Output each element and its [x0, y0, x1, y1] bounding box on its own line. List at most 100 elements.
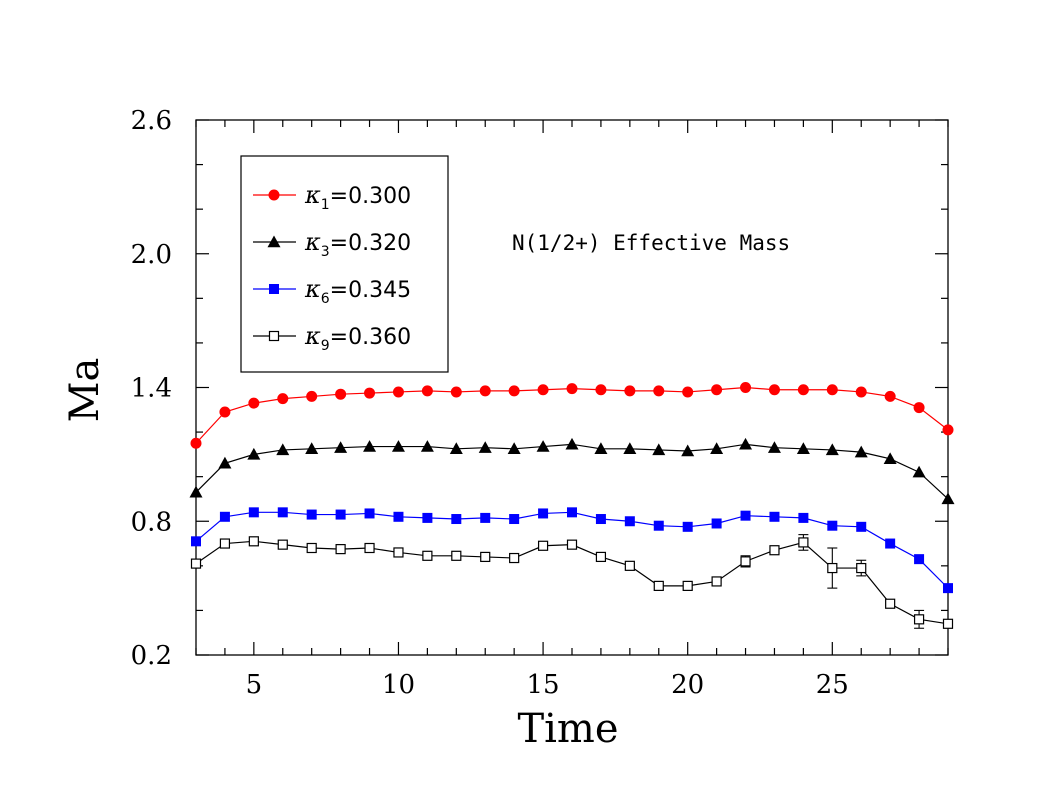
x-tick-label: 20	[671, 670, 704, 700]
legend-subscript: 6	[321, 291, 330, 307]
data-point	[509, 514, 520, 525]
legend-marker	[267, 235, 281, 248]
data-point	[507, 442, 521, 455]
data-point	[508, 385, 520, 397]
y-tick-label: 1.4	[131, 374, 172, 404]
legend-marker	[268, 189, 280, 201]
data-point	[942, 618, 954, 629]
x-tick-label: 5	[246, 670, 263, 700]
data-point	[335, 388, 347, 400]
legend-label: κ1=0.300	[304, 181, 411, 213]
data-point	[451, 550, 462, 561]
data-point	[219, 511, 230, 522]
data-point	[189, 485, 203, 498]
data-point	[825, 443, 839, 456]
data-point	[594, 442, 608, 455]
data-point	[335, 509, 346, 520]
data-point	[247, 447, 261, 460]
data-point	[913, 402, 925, 414]
legend-symbol: κ	[304, 275, 321, 303]
legend-subscript: 3	[321, 244, 330, 260]
data-point	[364, 542, 375, 554]
data-point	[740, 556, 751, 567]
data-point	[191, 536, 201, 547]
data-point	[537, 540, 549, 551]
data-point	[538, 508, 549, 519]
legend-subscript: 9	[321, 338, 330, 354]
data-point	[305, 442, 319, 455]
data-point	[768, 384, 780, 396]
data-point	[537, 384, 549, 396]
data-point	[595, 551, 607, 563]
chart-annotation: N(1/2+) Effective Mass	[512, 231, 790, 255]
data-point	[363, 440, 377, 452]
legend-marker	[268, 330, 280, 342]
y-tick-label: 2.6	[131, 106, 172, 136]
data-point	[392, 386, 404, 398]
data-point	[393, 547, 404, 558]
data-point	[595, 514, 606, 525]
data-point	[422, 550, 433, 561]
data-point	[740, 382, 752, 393]
data-point	[219, 538, 231, 549]
x-tick-label: 15	[527, 670, 560, 700]
data-point	[566, 539, 578, 550]
data-point	[277, 507, 288, 518]
legend-value: =0.320	[330, 231, 411, 256]
x-axis-title: Time	[517, 706, 618, 752]
data-point	[682, 521, 693, 532]
data-point	[856, 521, 867, 532]
data-point	[798, 537, 809, 548]
data-point	[306, 390, 318, 402]
legend-value: =0.360	[330, 325, 411, 350]
data-point	[914, 554, 925, 565]
data-point	[682, 580, 693, 591]
data-point	[711, 518, 722, 529]
x-tick-label: 25	[816, 670, 849, 700]
legend-label: κ9=0.360	[304, 322, 411, 354]
data-point	[450, 386, 462, 398]
data-point	[883, 452, 897, 465]
data-point	[595, 384, 607, 396]
data-point	[306, 509, 317, 520]
data-point	[942, 424, 954, 436]
data-point	[885, 538, 896, 549]
data-point	[798, 512, 809, 523]
data-point	[767, 441, 781, 453]
series-line	[195, 540, 949, 625]
data-point	[653, 580, 664, 591]
data-point	[826, 384, 838, 396]
x-tick-label: 10	[382, 670, 415, 700]
y-tick-label: 0.8	[131, 507, 172, 537]
data-point	[451, 514, 462, 525]
data-point	[277, 393, 289, 405]
data-point	[480, 551, 491, 563]
data-point	[856, 562, 867, 574]
data-point	[566, 383, 578, 395]
data-point	[885, 598, 896, 609]
data-point	[739, 437, 753, 450]
data-point	[449, 442, 463, 455]
data-point	[854, 445, 868, 458]
data-point	[941, 492, 955, 505]
data-point	[335, 544, 346, 555]
legend-value: =0.345	[330, 278, 411, 303]
data-point	[797, 384, 809, 396]
legend-label: κ3=0.320	[304, 228, 411, 260]
data-point	[480, 512, 491, 523]
legend-entry: κ3=0.320	[253, 228, 411, 260]
data-point	[190, 558, 202, 569]
data-point	[334, 441, 348, 453]
data-point	[391, 440, 405, 452]
data-point	[943, 583, 953, 594]
legend-value: =0.300	[330, 184, 411, 209]
data-point	[190, 437, 202, 449]
legend-symbol: κ	[304, 181, 321, 209]
legend-subscript: 1	[321, 197, 330, 213]
legend-marker	[269, 284, 279, 294]
data-point	[769, 511, 780, 522]
data-point	[652, 443, 666, 456]
data-point	[827, 520, 838, 531]
